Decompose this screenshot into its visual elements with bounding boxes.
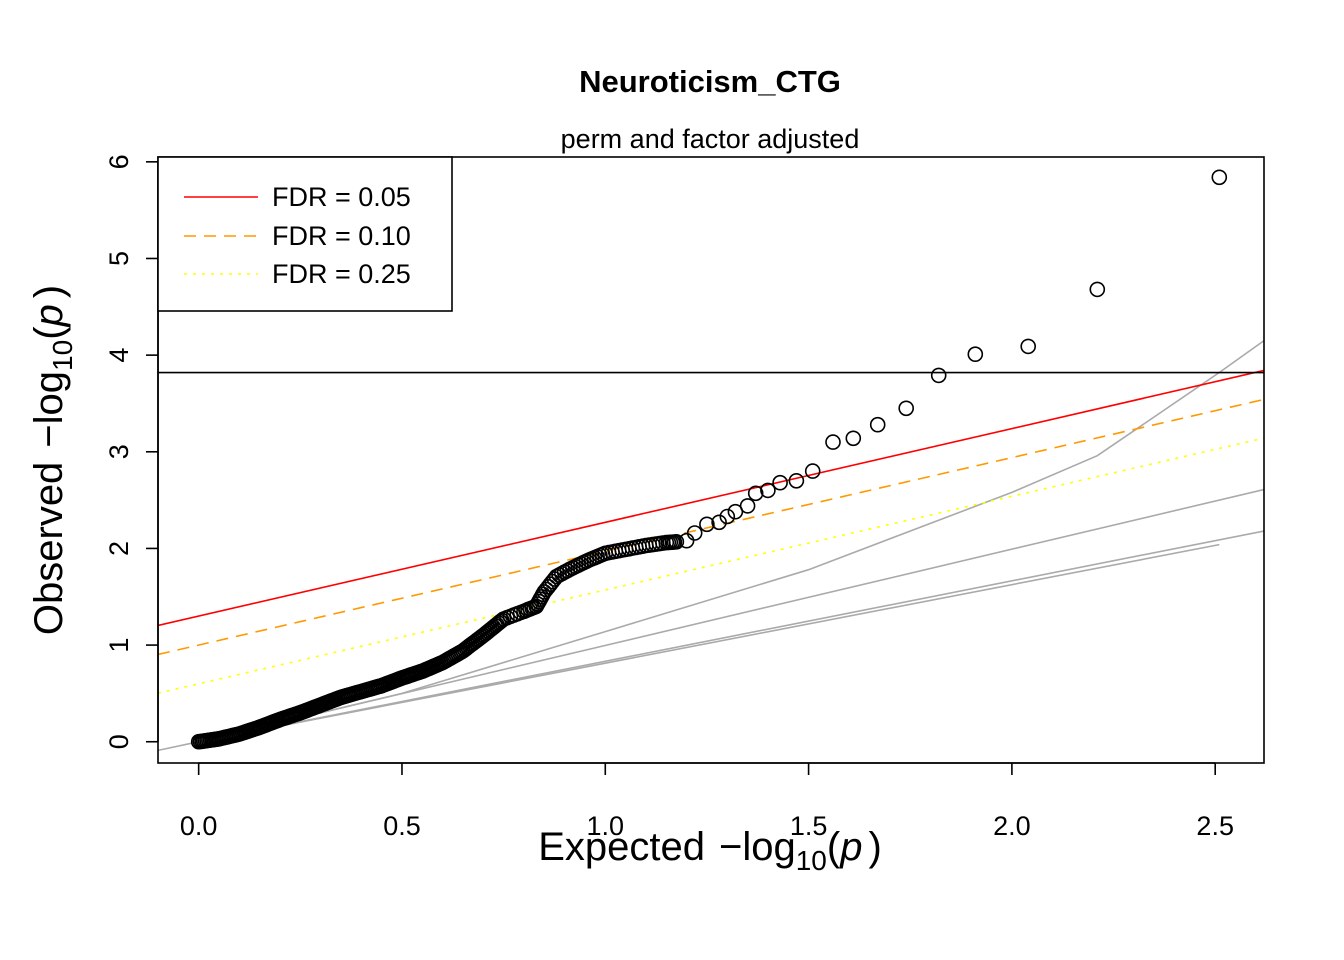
y-axis-label-prefix: Observed bbox=[27, 462, 71, 635]
data-point bbox=[747, 485, 764, 502]
data-point bbox=[1089, 281, 1106, 298]
x-axis-label: Expected −log10(p) bbox=[538, 825, 882, 876]
data-point bbox=[538, 581, 555, 598]
legend-label-fdr-025: FDR = 0.25 bbox=[272, 259, 411, 289]
x-tick-label: 0.5 bbox=[383, 811, 421, 841]
x-axis-label-prefix: Expected bbox=[538, 825, 705, 869]
chart-title: Neuroticism_CTG bbox=[579, 64, 841, 99]
data-point bbox=[1020, 338, 1036, 355]
data-point bbox=[739, 498, 756, 514]
y-tick-label: 6 bbox=[104, 154, 134, 169]
y-tick-label: 3 bbox=[104, 444, 134, 459]
fdr-line-2 bbox=[158, 437, 1264, 694]
data-point bbox=[699, 516, 715, 533]
y-axis-label: Observed −log10(p) bbox=[27, 285, 78, 635]
y-tick-label: 0 bbox=[104, 734, 134, 749]
x-axis-label-open: ( bbox=[827, 825, 841, 869]
reference-line-1 bbox=[198, 488, 1264, 743]
y-axis-label-base: 10 bbox=[47, 340, 78, 371]
y-axis-label-minus: − bbox=[27, 424, 71, 447]
x-axis-label-close: ) bbox=[868, 825, 881, 869]
y-tick-label: 5 bbox=[104, 251, 134, 266]
data-point bbox=[845, 430, 862, 447]
x-axis-label-var: p bbox=[839, 825, 862, 869]
data-point bbox=[686, 525, 703, 541]
data-point bbox=[719, 508, 736, 525]
x-axis: 0.0 0.5 1.0 1.5 2.0 2.5 bbox=[180, 762, 1234, 841]
data-point bbox=[967, 346, 984, 363]
fdr-line-0 bbox=[158, 369, 1264, 627]
x-tick-label: 1.0 bbox=[587, 811, 625, 841]
y-axis-label-log: log bbox=[27, 371, 71, 424]
legend: FDR = 0.05 FDR = 0.10 FDR = 0.25 bbox=[157, 156, 453, 312]
data-point bbox=[804, 463, 821, 479]
plot-area bbox=[158, 169, 1264, 752]
data-point bbox=[490, 615, 507, 631]
y-axis-label-close: ) bbox=[27, 285, 71, 298]
reference-line-0 bbox=[158, 339, 1264, 752]
x-tick-label: 1.5 bbox=[790, 811, 828, 841]
y-tick-label: 2 bbox=[104, 541, 134, 556]
x-tick-label: 0.0 bbox=[180, 811, 218, 841]
data-point bbox=[772, 474, 788, 491]
data-point bbox=[898, 400, 915, 417]
data-point bbox=[1211, 169, 1228, 186]
legend-box bbox=[157, 156, 453, 312]
x-axis-label-minus: − bbox=[719, 825, 742, 869]
legend-label-fdr-005: FDR = 0.05 bbox=[272, 182, 411, 212]
chart-subtitle: perm and factor adjusted bbox=[561, 124, 860, 154]
reference-line-3 bbox=[198, 543, 1220, 743]
x-tick-label: 2.0 bbox=[993, 811, 1031, 841]
data-point bbox=[668, 533, 685, 550]
data-point bbox=[788, 472, 805, 489]
y-tick-label: 4 bbox=[104, 348, 134, 363]
data-point bbox=[869, 416, 886, 433]
x-axis-label-log: log bbox=[742, 825, 795, 869]
data-point bbox=[711, 514, 727, 531]
data-point bbox=[825, 434, 841, 450]
y-axis-label-open: ( bbox=[27, 326, 71, 340]
x-axis-label-base: 10 bbox=[796, 845, 827, 876]
reference-line-2 bbox=[198, 530, 1264, 743]
data-point bbox=[760, 482, 776, 499]
fdr-line-1 bbox=[158, 398, 1264, 656]
y-tick-label: 1 bbox=[104, 638, 134, 653]
legend-label-fdr-010: FDR = 0.10 bbox=[272, 221, 411, 251]
data-point bbox=[930, 367, 947, 384]
data-point bbox=[540, 578, 557, 595]
y-axis-label-var: p bbox=[27, 304, 71, 327]
x-tick-label: 2.5 bbox=[1196, 811, 1234, 841]
y-axis: 0 1 2 3 4 5 6 bbox=[104, 154, 159, 749]
